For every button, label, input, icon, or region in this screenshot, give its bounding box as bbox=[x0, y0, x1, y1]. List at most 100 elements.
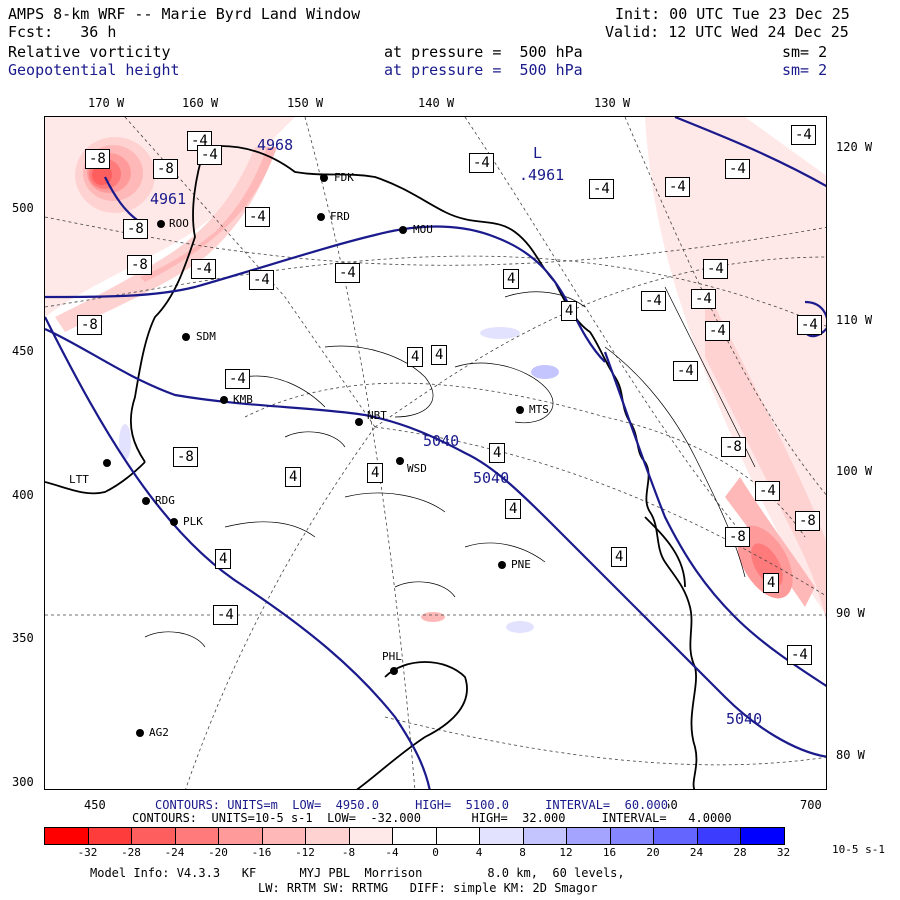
vorticity-box-label: -4 bbox=[469, 153, 494, 173]
height-contour-info: CONTOURS: UNITS=m LOW= 4950.0 HIGH= 5100… bbox=[155, 798, 668, 812]
vorticity-box-label: 4 bbox=[561, 301, 578, 321]
coastline bbox=[45, 145, 698, 789]
vorticity-box-label: -4 bbox=[335, 263, 360, 283]
vorticity-box-label: -8 bbox=[123, 219, 148, 239]
vorticity-box-label: -4 bbox=[705, 321, 730, 341]
vorticity-box-label: -8 bbox=[721, 437, 746, 457]
station-label: ROO bbox=[169, 217, 189, 230]
vorticity-box-label: -4 bbox=[245, 207, 270, 227]
station-label: AG2 bbox=[149, 726, 169, 739]
low-center-marker: L bbox=[533, 144, 543, 162]
colorbar-label: -4 bbox=[385, 846, 399, 859]
y-tick-label: 350 bbox=[12, 631, 34, 645]
vorticity-box-label: 4 bbox=[431, 345, 448, 365]
height-contour-label: 5040 bbox=[473, 469, 510, 487]
station-label: RDG bbox=[155, 494, 175, 507]
colorbar-cell bbox=[566, 827, 611, 845]
station-dots bbox=[103, 174, 524, 737]
model-info: Model Info: V4.3.3 KF MYJ PBL Morrison 8… bbox=[90, 866, 625, 880]
low-center-value: 4968 bbox=[257, 136, 294, 154]
vorticity-box-label: -8 bbox=[85, 149, 110, 169]
station-label: LTT bbox=[69, 473, 89, 486]
vorticity-box-label: -4 bbox=[673, 361, 698, 381]
field1-smoothing: sm= 2 bbox=[782, 43, 828, 61]
vorticity-contours bbox=[144, 286, 756, 648]
colorbar-label: -12 bbox=[295, 846, 315, 859]
field2-smoothing: sm= 2 bbox=[782, 61, 828, 79]
vorticity-box-label: -8 bbox=[795, 511, 820, 531]
forecast-hour: Fcst: 36 h bbox=[8, 23, 117, 41]
station-label: PHL bbox=[382, 650, 402, 663]
colorbar-label: -32 bbox=[77, 846, 98, 859]
vorticity-shading bbox=[45, 117, 826, 633]
station-label: NBT bbox=[367, 409, 387, 422]
vorticity-box-label: 4 bbox=[367, 463, 384, 483]
vorticity-box-label: -8 bbox=[153, 159, 178, 179]
low-center-value: .4961 bbox=[519, 166, 565, 184]
vorticity-box-label: -4 bbox=[797, 315, 822, 335]
field2-name: Geopotential height bbox=[8, 61, 180, 79]
vorticity-box-label: 4 bbox=[489, 443, 506, 463]
lon-label-top: 150 W bbox=[287, 96, 324, 110]
vorticity-box-label: 4 bbox=[763, 573, 780, 593]
vorticity-box-label: -4 bbox=[225, 369, 250, 389]
colorbar-label: -8 bbox=[341, 846, 356, 859]
x-tick-label: 450 bbox=[84, 798, 106, 812]
vorticity-box-label: -8 bbox=[725, 527, 750, 547]
vorticity-contour-info: CONTOURS: UNITS=10-5 s-1 LOW= -32.000 HI… bbox=[132, 811, 732, 825]
station-label: KMB bbox=[233, 393, 253, 406]
station-label: FRD bbox=[330, 210, 350, 223]
low-center-value: 4961 bbox=[150, 190, 187, 208]
height-contour-label: 5040 bbox=[726, 710, 763, 728]
vorticity-box-label: 4 bbox=[503, 269, 520, 289]
colorbar-label: -28 bbox=[121, 846, 141, 859]
station-label: PNE bbox=[511, 558, 531, 571]
lon-label-right: 90 W bbox=[836, 606, 865, 620]
y-tick-label: 450 bbox=[12, 344, 34, 358]
y-tick-label: 400 bbox=[12, 488, 34, 502]
lon-label-right: 120 W bbox=[836, 140, 873, 154]
station-label: MTS bbox=[529, 403, 549, 416]
map-panel: FDK FRD MOU ROO SDM KMB NBT MTS WSD LTT … bbox=[44, 116, 827, 790]
colorbar-cell bbox=[44, 827, 89, 845]
valid-time: Valid: 12 UTC Wed 24 Dec 25 bbox=[605, 23, 849, 41]
colorbar-label: 20 bbox=[646, 846, 660, 859]
map-title: AMPS 8-km WRF -- Marie Byrd Land Window bbox=[8, 5, 361, 23]
colorbar-label: 16 bbox=[602, 846, 617, 859]
lon-label-top: 160 W bbox=[182, 96, 219, 110]
x-tick-label: 700 bbox=[800, 798, 822, 812]
lon-label-top: 170 W bbox=[88, 96, 125, 110]
y-tick-label: 300 bbox=[12, 775, 34, 789]
field2-level: at pressure = 500 hPa bbox=[384, 61, 583, 79]
colorbar-cell bbox=[653, 827, 698, 845]
height-contour-label: 5040 bbox=[423, 432, 460, 450]
vorticity-box-label: 4 bbox=[407, 347, 424, 367]
vorticity-box-label: -8 bbox=[173, 447, 198, 467]
vorticity-box-label: -4 bbox=[213, 605, 238, 625]
colorbar-units: 10-5 s-1 bbox=[832, 843, 885, 856]
station-label: SDM bbox=[196, 330, 216, 343]
vorticity-box-label: -4 bbox=[703, 259, 728, 279]
colorbar-cell bbox=[261, 827, 306, 845]
colorbar-cell bbox=[87, 827, 132, 845]
field1-level: at pressure = 500 hPa bbox=[384, 43, 583, 61]
lon-label-right: 80 W bbox=[836, 748, 865, 762]
colorbar-label: -20 bbox=[208, 846, 228, 859]
colorbar-label: 8 bbox=[519, 846, 526, 859]
colorbar-cell bbox=[174, 827, 219, 845]
vorticity-box-label: 4 bbox=[505, 499, 522, 519]
vorticity-box-label: -4 bbox=[249, 270, 274, 290]
init-time: Init: 00 UTC Tue 23 Dec 25 bbox=[615, 5, 850, 23]
colorbar-label: 12 bbox=[559, 846, 573, 859]
vorticity-box-label: -4 bbox=[755, 481, 780, 501]
colorbar-label: 24 bbox=[689, 846, 704, 859]
station-label: WSD bbox=[407, 462, 427, 475]
vorticity-box-label: -4 bbox=[665, 177, 690, 197]
colorbar-cell bbox=[479, 827, 524, 845]
colorbar-cell bbox=[435, 827, 480, 845]
colorbar-label: 32 bbox=[776, 846, 791, 859]
colorbar-cell bbox=[522, 827, 567, 845]
station-label: PLK bbox=[183, 515, 203, 528]
colorbar-cell bbox=[740, 827, 785, 845]
colorbar-cell bbox=[392, 827, 437, 845]
